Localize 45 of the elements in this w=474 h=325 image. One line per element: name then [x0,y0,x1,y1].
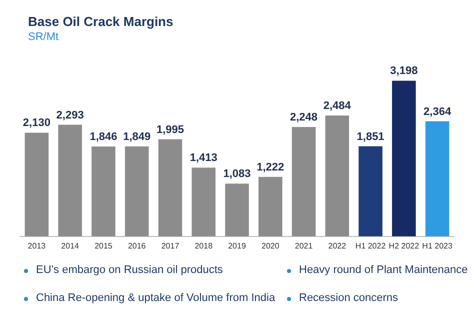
data-label: 2,484 [323,100,352,112]
bar [358,146,382,236]
bar [92,146,116,236]
data-label: 2,364 [424,106,452,118]
x-tick-label: 2019 [228,241,246,250]
bar [425,121,450,236]
bar [124,146,149,236]
data-label: 1,849 [123,130,151,143]
data-label: 1,846 [90,131,118,144]
data-label: 1,851 [356,130,384,143]
bar [24,132,49,236]
bar [258,176,282,236]
data-label: 1,222 [256,161,284,174]
x-tick-label: 2022 [328,241,347,250]
bar [325,115,350,236]
bar [158,139,182,236]
data-label: 1,995 [156,124,184,136]
chart-title: Base Oil Crack Margins [28,14,174,29]
text: Heavy round of Plant Maintenance [285,264,468,276]
x-tick-label: 2018 [194,241,214,250]
data-label: 2,248 [290,111,318,124]
bar [392,80,416,236]
data-label: 1,413 [190,152,218,164]
bar [225,184,249,236]
x-tick-label: H1 2022 [355,241,386,250]
bar [192,168,216,236]
text: Recession concerns [285,292,398,304]
x-tick-label: 2017 [161,241,180,250]
bar [58,124,82,236]
chart-subtitle: SR/Mt [28,31,59,43]
data-label: 2,130 [22,117,50,130]
data-label: 1,083 [223,168,251,180]
data-label: 2,293 [56,109,84,122]
x-tick-label: 2020 [261,241,280,250]
x-tick-label: 2014 [61,241,80,250]
text: China Re-opening & uptake of Volume from India [22,292,276,304]
x-tick-label: H2 2022 [388,241,420,250]
x-tick-label: 2015 [94,241,113,250]
bar [292,126,316,236]
x-tick-label: 2013 [28,241,46,250]
x-tick-label: 2016 [128,241,146,250]
data-label: 3,198 [390,65,418,78]
text: EU’s embargo on Russian oil products [22,264,223,276]
x-tick-label: 2021 [294,241,314,250]
x-tick-label: H1 2023 [422,241,453,250]
